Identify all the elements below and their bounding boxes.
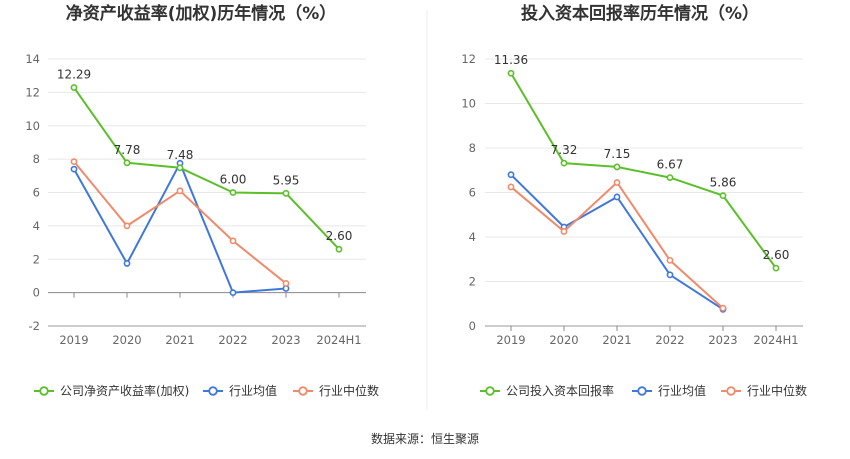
data-point-company [176,164,184,172]
y-tick-label: 8 [469,141,476,155]
data-point-median [507,183,515,191]
legend-label: 行业中位数 [747,383,807,398]
legend-swatch-marker [298,386,308,396]
x-tick-label: 2021 [165,333,194,347]
data-point-median [560,228,568,235]
data-point-avg [613,193,621,201]
legend-item-avg[interactable]: 行业均值 [632,383,706,398]
roic-chart: 投入资本回报率历年情况（%） 0 2 4 6 8 10 12 2019 2020 2021 2022 2… [461,3,807,398]
legend-label: 行业均值 [229,383,277,398]
data-label: 5.86 [710,176,737,190]
legend-label: 行业均值 [658,383,706,398]
data-point-median [282,280,290,287]
y-tick-label: -2 [29,319,40,333]
x-tick-label: 2022 [218,333,247,347]
data-point-company [666,174,674,181]
legend-swatch-marker [39,386,49,396]
series-line-avg [73,162,287,294]
data-point-company [613,163,621,171]
legend-item-company[interactable]: 公司投入资本回报率 [480,383,614,398]
legend-swatch-marker [726,386,736,396]
y-tick-label: 4 [469,230,476,244]
y-tick-label: 2 [469,275,476,289]
legend-item-median[interactable]: 行业中位数 [293,383,379,398]
x-tick-label: 2019 [59,333,88,347]
legend-item-company[interactable]: 公司净资产收益率(加权) [34,383,189,398]
legend-label: 公司净资产收益率(加权) [60,383,189,398]
data-point-median [70,158,78,166]
data-point-median [613,179,621,186]
chart-title: 净资产收益率(加权)历年情况（%） [66,3,337,24]
y-tick-label: 0 [469,319,476,333]
data-label: 5.95 [273,173,300,187]
y-tick-label: 12 [25,85,40,99]
y-tick-label: 8 [33,152,40,166]
y-tick-label: 14 [25,52,40,66]
data-label: 7.48 [167,148,194,162]
x-tick-label: 2024H1 [316,333,361,347]
data-point-median [176,187,184,195]
data-point-avg [229,289,237,297]
series-line-company [510,72,777,269]
x-tick-label: 2020 [549,333,578,347]
x-tick-label: 2023 [271,333,300,347]
legend-swatch-marker [208,386,218,396]
data-label: 2.60 [763,248,790,262]
chart-title: 投入资本回报率历年情况（%） [521,3,759,24]
data-point-company [229,189,237,196]
data-point-median [229,237,237,245]
y-tick-label: 6 [469,186,476,200]
legend-item-median[interactable]: 行业中位数 [721,383,807,398]
data-point-avg [666,271,674,279]
data-point-avg [507,171,515,179]
data-point-company [123,159,131,167]
data-point-company [507,69,515,77]
x-tick-label: 2020 [112,333,141,347]
legend-label: 行业中位数 [319,383,379,398]
x-tick-label: 2023 [708,333,737,347]
data-point-median [666,256,674,264]
data-label: 7.78 [114,143,141,157]
data-point-avg [123,260,131,267]
data-point-company [719,192,727,200]
data-point-company [560,159,568,167]
data-source-footer: 数据来源：恒生聚源 [371,431,479,446]
data-point-company [772,264,780,272]
y-tick-label: 10 [461,97,476,111]
y-tick-label: 6 [33,186,40,200]
data-point-median [719,304,727,312]
series-line-median [73,160,287,285]
legend-item-avg[interactable]: 行业均值 [203,383,277,398]
data-point-company [282,189,290,197]
data-label: 7.32 [551,143,578,157]
series-line-company [73,86,340,250]
legend-swatch-marker [485,386,495,396]
legend-swatch-marker [637,386,647,396]
data-label: 11.36 [494,53,528,67]
y-tick-label: 4 [33,219,40,233]
x-tick-label: 2021 [602,333,631,347]
data-label: 6.00 [220,173,247,187]
data-label: 2.60 [326,229,353,243]
data-point-median [123,222,131,230]
y-tick-label: 0 [33,286,40,300]
roe-chart: 净资产收益率(加权)历年情况（%） -2 0 2 4 6 8 10 12 14 2019 2020 20… [25,3,379,398]
x-tick-label: 2024H1 [753,333,798,347]
y-tick-label: 12 [461,52,476,66]
data-label: 12.29 [57,68,91,82]
legend-label: 公司投入资本回报率 [506,383,614,398]
data-point-company [70,84,78,91]
x-tick-label: 2022 [655,333,684,347]
data-label: 7.15 [604,147,631,161]
data-point-company [335,245,343,253]
x-tick-label: 2019 [496,333,525,347]
y-tick-label: 2 [33,252,40,266]
data-label: 6.67 [657,158,684,172]
data-point-avg [70,165,78,173]
y-tick-label: 10 [25,119,40,133]
